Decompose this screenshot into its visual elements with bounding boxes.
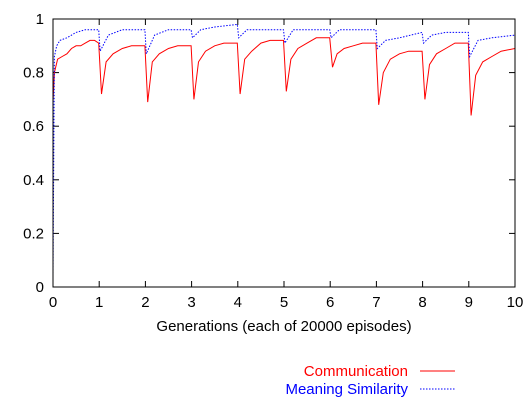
tick-labels: 0 1 2 3 4 5 6 7 8 9 10 0 0.2 0.4 0.6 0.8 1 xyxy=(23,11,523,311)
x-tick-label: 9 xyxy=(465,294,473,311)
x-tick-label: 7 xyxy=(372,294,380,311)
y-tick-label: 0.2 xyxy=(23,225,44,242)
x-axis-title: Generations (each of 20000 episodes) xyxy=(156,318,411,335)
x-tick-label: 5 xyxy=(280,294,288,311)
y-tick-label: 0.4 xyxy=(23,172,44,189)
plot-frame xyxy=(52,18,516,288)
axis-ticks xyxy=(52,18,516,288)
y-tick-label: 0.6 xyxy=(23,118,44,135)
x-tick-label: 4 xyxy=(234,294,242,311)
x-tick-label: 6 xyxy=(326,294,334,311)
series-line-communication xyxy=(52,37,516,116)
x-tick-label: 1 xyxy=(95,294,103,311)
y-tick-label: 0 xyxy=(36,279,44,296)
series-layer xyxy=(52,23,516,277)
x-tick-label: 8 xyxy=(418,294,426,311)
x-tick-label: 2 xyxy=(141,294,149,311)
series-line-meaning-similarity xyxy=(52,23,516,277)
legend-label: Meaning Similarity xyxy=(285,381,408,398)
x-tick-label: 0 xyxy=(49,294,57,311)
x-tick-label: 3 xyxy=(187,294,195,311)
x-tick-label: 10 xyxy=(507,294,524,311)
legend-label: Communication xyxy=(304,363,408,380)
y-tick-label: 0.8 xyxy=(23,65,44,82)
y-tick-label: 1 xyxy=(36,11,44,28)
